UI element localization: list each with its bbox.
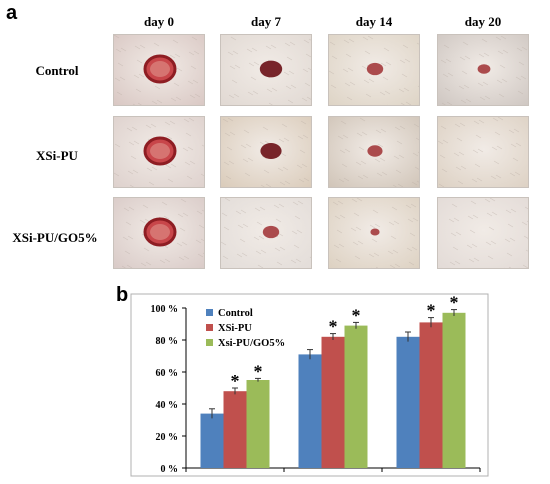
wound-photo-image [329, 117, 419, 187]
wound-photo-image [329, 198, 419, 268]
row-header-xsi-pu: XSi-PU [36, 148, 78, 163]
significance-marker: * [231, 371, 240, 391]
wound-photo-image [114, 117, 204, 187]
legend-swatch [206, 339, 213, 346]
bar [246, 380, 270, 468]
significance-marker: * [254, 361, 263, 381]
bar [223, 391, 247, 468]
y-tick-label: 20 % [156, 432, 179, 443]
panel-b-label: b [116, 284, 129, 306]
wound-photo-image [438, 35, 528, 105]
wound-photo [220, 197, 312, 269]
significance-marker: * [427, 301, 436, 321]
wound-photo [113, 34, 205, 106]
wound-photo [113, 116, 205, 188]
significance-marker: * [329, 317, 338, 337]
panel-a-label: a [6, 2, 18, 24]
legend-entry: XSi-PU [218, 323, 252, 334]
wound-photo-image [221, 117, 311, 187]
wound-photo-image [438, 117, 528, 187]
wound-closure-chart: 0 % 20 % 40 % 60 % 80 % 100 % * * * * * * Control XSi… [130, 288, 490, 478]
wound-photo [437, 116, 529, 188]
legend-swatch [206, 309, 213, 316]
wound-photo-image [221, 35, 311, 105]
wound-photo [328, 116, 420, 188]
wound-photo [437, 197, 529, 269]
y-tick-label: 0 % [161, 464, 179, 475]
column-header-day-20: day 20 [464, 14, 502, 29]
bar-chart-svg: 0 % 20 % 40 % 60 % 80 % 100 % * * * * * * Control XSi… [130, 293, 489, 477]
bar [344, 325, 368, 468]
wound-photo [328, 34, 420, 106]
wound-photo [113, 197, 205, 269]
wound-photo-image [114, 35, 204, 105]
significance-marker: * [450, 293, 459, 313]
row-header-xsi-pu-go5: XSi-PU/GO5% [12, 230, 98, 245]
legend-entry: Control [218, 308, 253, 319]
bar [200, 413, 224, 468]
column-header-day-0: day 0 [144, 14, 174, 29]
y-tick-label: 80 % [156, 336, 179, 347]
bar [321, 336, 345, 468]
wound-photo-image [438, 198, 528, 268]
bar [419, 322, 443, 468]
wound-photo [328, 197, 420, 269]
wound-photo [437, 34, 529, 106]
wound-photo-image [329, 35, 419, 105]
y-tick-label: 100 % [151, 304, 179, 315]
row-header-control: Control [35, 63, 79, 78]
bar [442, 312, 466, 468]
bar [298, 354, 322, 468]
significance-marker: * [352, 305, 361, 325]
y-tick-label: 40 % [156, 400, 179, 411]
wound-photo [220, 34, 312, 106]
y-tick-label: 60 % [156, 368, 179, 379]
legend-entry: Xsi-PU/GO5% [218, 338, 285, 349]
column-header-day-14: day 14 [355, 14, 393, 29]
legend-swatch [206, 324, 213, 331]
bar [396, 336, 420, 468]
chart-frame [130, 293, 489, 477]
column-header-day-7: day 7 [251, 14, 281, 29]
wound-photo-image [114, 198, 204, 268]
wound-photo-image [221, 198, 311, 268]
wound-photo [220, 116, 312, 188]
